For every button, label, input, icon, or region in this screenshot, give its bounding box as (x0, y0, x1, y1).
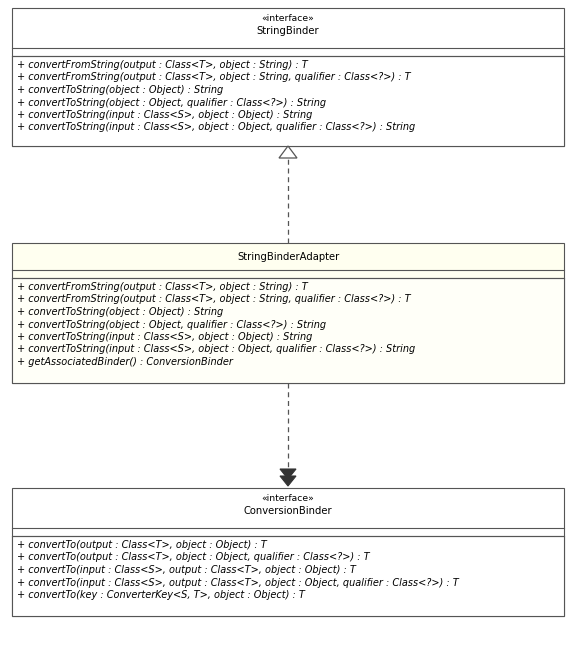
Text: «interface»: «interface» (262, 14, 314, 23)
Bar (12, 243, 564, 383)
Text: «interface»: «interface» (262, 494, 314, 503)
Text: + convertToString(input : Class<S>, object : Object, qualifier : Class<?>) : Str: + convertToString(input : Class<S>, obje… (17, 122, 415, 132)
Text: ConversionBinder: ConversionBinder (244, 506, 332, 516)
Text: + convertTo(output : Class<T>, object : Object, qualifier : Class<?>) : T: + convertTo(output : Class<T>, object : … (17, 553, 370, 563)
Text: + convertFromString(output : Class<T>, object : String, qualifier : Class<?>) : : + convertFromString(output : Class<T>, o… (17, 295, 411, 305)
Text: + convertToString(object : Object, qualifier : Class<?>) : String: + convertToString(object : Object, quali… (17, 98, 326, 108)
Bar (12, 278, 564, 383)
Text: StringBinder: StringBinder (257, 26, 319, 36)
Text: StringBinderAdapter: StringBinderAdapter (237, 251, 339, 262)
Text: + convertTo(output : Class<T>, object : Object) : T: + convertTo(output : Class<T>, object : … (17, 540, 267, 550)
Text: + convertToString(input : Class<S>, object : Object, qualifier : Class<?>) : Str: + convertToString(input : Class<S>, obje… (17, 344, 415, 354)
Text: + getAssociatedBinder() : ConversionBinder: + getAssociatedBinder() : ConversionBind… (17, 357, 233, 367)
Polygon shape (280, 469, 296, 479)
Text: + convertTo(input : Class<S>, output : Class<T>, object : Object) : T: + convertTo(input : Class<S>, output : C… (17, 565, 356, 575)
Polygon shape (280, 476, 296, 486)
Bar (12, 536, 564, 616)
Text: + convertToString(input : Class<S>, object : Object) : String: + convertToString(input : Class<S>, obje… (17, 332, 312, 342)
Text: + convertFromString(output : Class<T>, object : String) : T: + convertFromString(output : Class<T>, o… (17, 282, 308, 292)
Text: + convertToString(object : Object) : String: + convertToString(object : Object) : Str… (17, 85, 223, 95)
Text: + convertFromString(output : Class<T>, object : String) : T: + convertFromString(output : Class<T>, o… (17, 60, 308, 70)
Bar (12, 8, 564, 146)
Text: + convertTo(key : ConverterKey<S, T>, object : Object) : T: + convertTo(key : ConverterKey<S, T>, ob… (17, 590, 305, 600)
Text: + convertToString(object : Object) : String: + convertToString(object : Object) : Str… (17, 307, 223, 317)
Text: + convertFromString(output : Class<T>, object : String, qualifier : Class<?>) : : + convertFromString(output : Class<T>, o… (17, 73, 411, 83)
Text: + convertToString(input : Class<S>, object : Object) : String: + convertToString(input : Class<S>, obje… (17, 110, 312, 120)
Polygon shape (279, 146, 297, 158)
Text: + convertToString(object : Object, qualifier : Class<?>) : String: + convertToString(object : Object, quali… (17, 319, 326, 329)
Bar (12, 488, 564, 616)
Text: + convertTo(input : Class<S>, output : Class<T>, object : Object, qualifier : Cl: + convertTo(input : Class<S>, output : C… (17, 578, 458, 588)
Bar (12, 56, 564, 146)
